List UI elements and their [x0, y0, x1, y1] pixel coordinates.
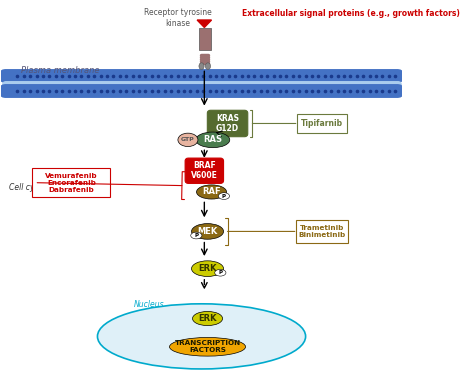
- Ellipse shape: [178, 133, 198, 147]
- Text: P: P: [194, 233, 198, 238]
- Ellipse shape: [98, 304, 306, 369]
- Text: Vemurafenib
Encorafenib
Dabrafenib: Vemurafenib Encorafenib Dabrafenib: [45, 172, 98, 193]
- FancyBboxPatch shape: [297, 114, 346, 133]
- Text: RAF: RAF: [202, 188, 221, 196]
- Polygon shape: [197, 20, 211, 27]
- Ellipse shape: [192, 312, 223, 326]
- Text: Receptor tyrosine
kinase: Receptor tyrosine kinase: [144, 9, 211, 28]
- Ellipse shape: [219, 193, 229, 200]
- Text: RAS: RAS: [203, 135, 222, 144]
- Ellipse shape: [199, 63, 204, 69]
- Text: TRANSCRIPTION
FACTORS: TRANSCRIPTION FACTORS: [174, 340, 241, 353]
- Text: Trametinib
Binimetinib: Trametinib Binimetinib: [298, 225, 345, 238]
- Ellipse shape: [191, 261, 224, 276]
- FancyBboxPatch shape: [32, 168, 110, 197]
- Ellipse shape: [197, 185, 227, 199]
- Text: GTP: GTP: [181, 137, 195, 142]
- FancyBboxPatch shape: [207, 110, 248, 137]
- Text: Extracellular signal proteins (e.g., growth factors): Extracellular signal proteins (e.g., gro…: [242, 9, 459, 18]
- Ellipse shape: [191, 232, 202, 239]
- Text: Plasma membrane: Plasma membrane: [21, 66, 100, 75]
- Text: KRAS
G12D: KRAS G12D: [216, 114, 239, 133]
- Ellipse shape: [196, 132, 230, 148]
- FancyBboxPatch shape: [199, 28, 211, 50]
- Text: ERK: ERK: [198, 314, 217, 323]
- Ellipse shape: [215, 269, 226, 276]
- FancyBboxPatch shape: [185, 158, 224, 183]
- Ellipse shape: [205, 63, 210, 69]
- Text: BRAF
V600E: BRAF V600E: [191, 161, 218, 180]
- Text: Tipifarnib: Tipifarnib: [301, 119, 343, 128]
- Text: MEK: MEK: [197, 227, 218, 236]
- Text: ERK: ERK: [198, 264, 217, 273]
- Text: P: P: [219, 270, 222, 275]
- FancyBboxPatch shape: [296, 220, 347, 243]
- Text: Nucleus: Nucleus: [134, 300, 164, 309]
- Text: P: P: [222, 194, 226, 198]
- Ellipse shape: [191, 224, 224, 239]
- Text: Cell cytoplasm: Cell cytoplasm: [9, 183, 65, 192]
- Ellipse shape: [170, 338, 246, 356]
